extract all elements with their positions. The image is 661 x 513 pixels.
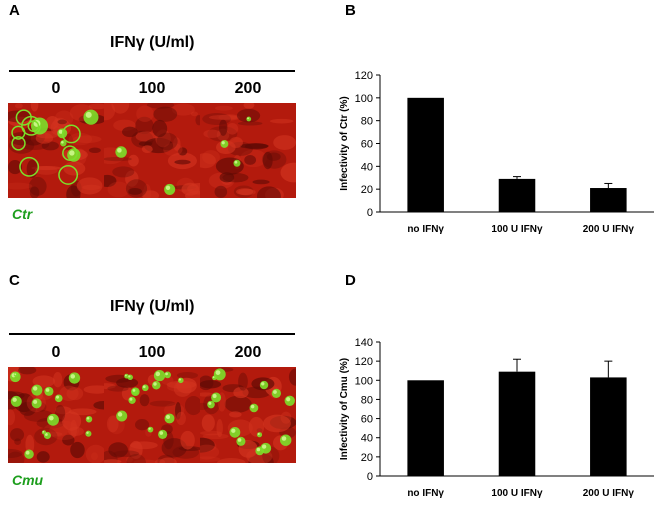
y-tick-label: 40 <box>361 433 373 445</box>
y-tick-label: 40 <box>361 161 373 173</box>
organism-label-cmu: Cmu <box>12 472 44 488</box>
bar <box>590 377 627 476</box>
y-tick-label: 0 <box>367 207 373 219</box>
bar-chart-ctr: 0 20 40 60 80 100 120 Infectivity of Ctr (%) no … <box>339 70 654 235</box>
micrograph-cmu-0 <box>8 367 104 463</box>
micrograph-image <box>8 103 104 198</box>
dose-label: 100 <box>138 344 166 361</box>
micrograph-image <box>104 367 200 463</box>
micrograph-ctr-0 <box>8 103 104 198</box>
header-rule <box>9 333 295 335</box>
y-axis-label: Infectivity of Cmu (%) <box>339 358 350 460</box>
micrograph-ctr-100 <box>104 103 200 198</box>
treatment-title: IFNγ (U/ml) <box>110 298 195 315</box>
panel-label-c: C <box>9 272 20 289</box>
micrograph-image <box>200 103 296 198</box>
y-tick-label: 140 <box>355 337 373 349</box>
bar <box>498 371 536 476</box>
micrograph-image <box>104 103 200 198</box>
error-bar <box>513 358 521 372</box>
micrograph-cmu-200 <box>200 367 296 463</box>
error-bar <box>513 176 521 179</box>
y-tick-label: 60 <box>361 414 373 426</box>
bar-chart-cmu: 0 20 40 60 80 100 120 140 Infectivity of Cmu (%)… <box>339 337 654 499</box>
y-tick-label: 120 <box>355 70 373 82</box>
bar <box>407 97 444 212</box>
dose-label: 200 <box>234 80 262 97</box>
bar <box>498 178 536 212</box>
y-tick-label: 0 <box>367 471 373 483</box>
y-tick-label: 100 <box>355 93 373 105</box>
x-tick-label: 100 U IFNγ <box>491 488 543 499</box>
organism-label-ctr: Ctr <box>12 206 33 222</box>
y-tick-label: 20 <box>361 452 373 464</box>
y-tick-label: 120 <box>355 356 373 368</box>
dose-label: 0 <box>51 80 61 97</box>
y-tick-label: 60 <box>361 139 373 151</box>
x-tick-label: no IFNγ <box>407 224 444 235</box>
panel-label-b: B <box>345 2 356 19</box>
treatment-title: IFNγ (U/ml) <box>110 34 195 51</box>
y-tick-label: 100 <box>355 375 373 387</box>
x-tick-label: 200 U IFNγ <box>583 224 635 235</box>
panel-label-a: A <box>9 2 20 19</box>
dose-label: 0 <box>51 344 61 361</box>
bar <box>407 380 444 476</box>
y-tick-label: 20 <box>361 184 373 196</box>
dose-label: 100 <box>138 80 166 97</box>
error-bar <box>604 182 613 189</box>
header-rule <box>9 70 295 72</box>
error-bar <box>604 360 613 378</box>
panel-label-d: D <box>345 272 356 289</box>
x-tick-label: 100 U IFNγ <box>491 224 543 235</box>
x-tick-label: 200 U IFNγ <box>583 488 635 499</box>
x-tick-label: no IFNγ <box>407 488 444 499</box>
dose-label: 200 <box>234 344 262 361</box>
y-axis-label: Infectivity of Ctr (%) <box>339 96 350 190</box>
bar <box>590 188 627 212</box>
micrograph-ctr-200 <box>200 103 296 198</box>
micrograph-cmu-100 <box>104 367 200 463</box>
y-tick-label: 80 <box>361 394 373 406</box>
micrograph-image <box>8 367 104 463</box>
y-tick-label: 80 <box>361 116 373 128</box>
micrograph-image <box>200 367 296 463</box>
